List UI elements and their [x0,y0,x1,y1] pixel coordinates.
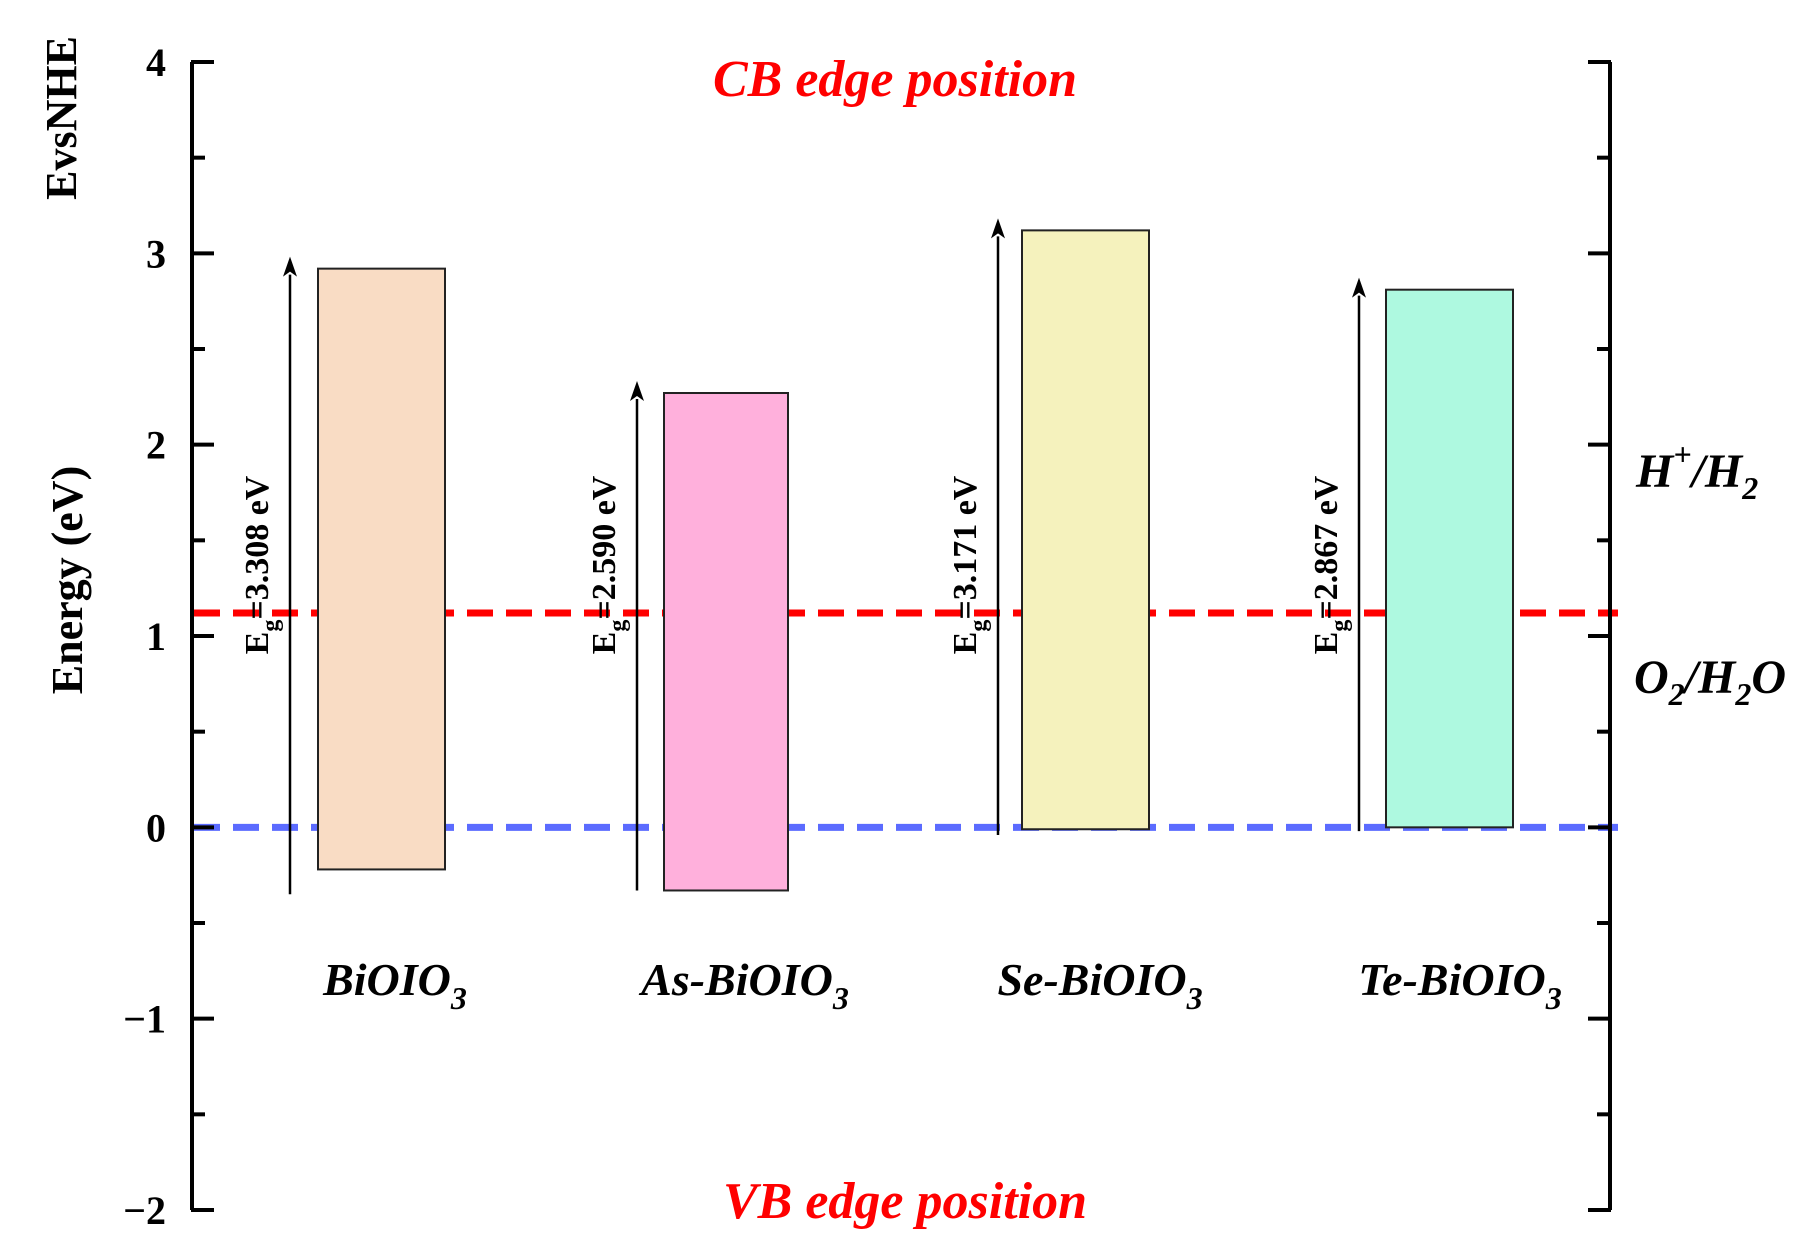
sample-name: Se-BiOIO [997,954,1186,1005]
sample-label-2: As-BiOIO3 [638,954,849,1016]
y-tick-label: 0 [146,805,166,850]
ref-label-mid: /H [1689,445,1744,498]
band-gap-label-2: Eg=2.590 eV [586,475,631,654]
y-tick-label: 2 [146,423,166,468]
band-1 [317,267,446,871]
sample-name-subscript: 3 [832,980,849,1016]
band-gap-symbol: E [947,632,984,655]
band-gap-value: =3.308 eV [239,475,276,619]
ref-label-subscript: 2 [1668,676,1685,712]
hydrogen-reference-label: H+/H2 [1635,436,1758,506]
ref-label-main: H [1635,445,1675,498]
axes-layer: 4 3 2 1 0 −1 −2 [123,40,1612,1233]
sample-name-subscript: 3 [1186,980,1203,1016]
y-tick-label: 4 [146,40,166,85]
ref-label-main: O [1634,651,1669,704]
y-tick-label: −2 [123,1188,166,1233]
band-gap-value: =3.171 eV [947,475,984,619]
ref-label-mid: /H [1682,651,1737,704]
band-4 [1385,288,1514,829]
y-tick-label: −1 [123,997,166,1042]
band-gap-label-3: Eg=3.171 eV [947,475,992,654]
band-gap-value: =2.867 eV [1308,475,1345,619]
bands-layer [283,218,1514,895]
sample-label-4: Te-BiOIO3 [1358,954,1561,1016]
chart-title-vb: VB edge position [723,1173,1087,1230]
band-gap-label-4: Eg=2.867 eV [1308,475,1353,654]
oxygen-reference-label: O2/H2O [1634,651,1786,712]
sample-label-3: Se-BiOIO3 [997,954,1202,1016]
y-axis-secondary-title: EvsNHE [37,36,86,200]
band-gap-subscript: g [605,620,631,632]
y-axis-title: Energy (eV) [43,466,92,695]
band-gap-label-1: Eg=3.308 eV [239,475,284,654]
band-gap-subscript: g [258,620,284,632]
ref-label-subscript: 2 [1734,676,1751,712]
band-3 [1021,229,1150,831]
ref-label-subscript: 2 [1741,470,1758,506]
band-gap-symbol: E [586,632,623,655]
band-gap-symbol: E [1308,632,1345,655]
ref-label-superscript: + [1673,436,1691,472]
sample-name: Te-BiOIO [1358,954,1545,1005]
sample-name: As-BiOIO [638,954,833,1005]
band-gap-subscript: g [966,620,992,632]
band-gap-value: =2.590 eV [586,475,623,619]
sample-name-subscript: 3 [1545,980,1562,1016]
sample-name: BiOIO [322,954,451,1005]
chart-title-cb: CB edge position [713,51,1077,108]
band-2 [663,392,789,892]
y-tick-label: 3 [146,231,166,276]
sample-label-1: BiOIO3 [322,954,467,1016]
band-gap-symbol: E [239,632,276,655]
y-tick-label: 1 [146,614,166,659]
ref-label-end: O [1751,651,1786,704]
band-gap-subscript: g [1327,620,1353,632]
sample-name-subscript: 3 [450,980,467,1016]
